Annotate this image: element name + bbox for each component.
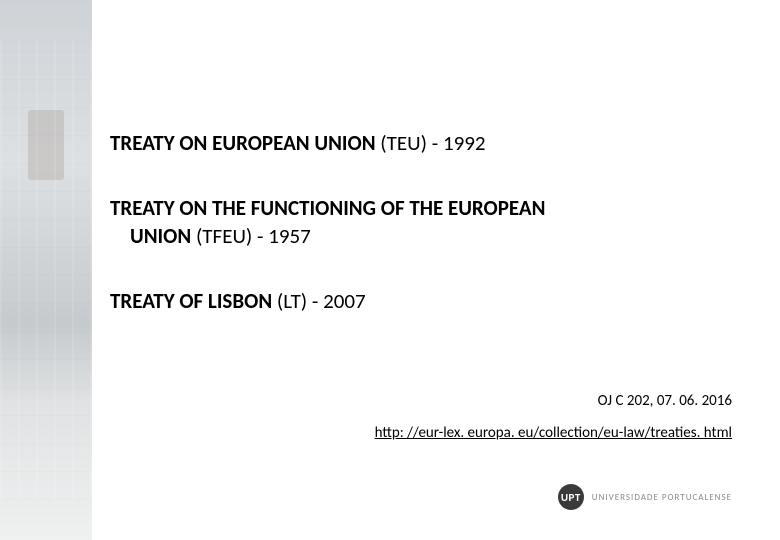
treaty-item: TREATY OF LISBON (LT) - 2007	[110, 288, 670, 315]
oj-citation: OJ C 202, 07. 06. 2016	[598, 392, 732, 410]
treaty-separator: -	[257, 223, 268, 249]
logo-mark-icon: UPT	[558, 484, 584, 510]
logo-label: UNIVERSIDADE PORTUCALENSE	[592, 492, 732, 503]
treaty-title: TREATY OF LISBON	[110, 288, 272, 314]
treaty-year: 1992	[443, 130, 486, 156]
treaty-separator: -	[312, 288, 323, 314]
treaty-title-line1: TREATY ON THE FUNCTIONING OF THE EUROPEA…	[110, 195, 545, 221]
treaty-acronym: (TFEU)	[196, 223, 252, 249]
treaty-item: TREATY ON EUROPEAN UNION (TEU) - 1992	[110, 130, 670, 157]
treaty-title: TREATY ON EUROPEAN UNION	[110, 130, 376, 156]
eur-lex-link[interactable]: http: //eur-lex. europa. eu/collection/e…	[375, 424, 732, 442]
treaty-title-line2: UNION	[130, 223, 191, 249]
university-logo: UPT UNIVERSIDADE PORTUCALENSE	[558, 484, 732, 510]
slide-body: TREATY ON EUROPEAN UNION (TEU) - 1992 TR…	[0, 0, 780, 540]
treaty-acronym: (TEU)	[380, 130, 427, 156]
treaty-acronym: (LT)	[277, 288, 307, 314]
treaty-year: 2007	[323, 288, 366, 314]
treaty-item: TREATY ON THE FUNCTIONING OF THE EUROPEA…	[110, 195, 670, 250]
treaty-separator: -	[432, 130, 443, 156]
treaty-year: 1957	[268, 223, 311, 249]
